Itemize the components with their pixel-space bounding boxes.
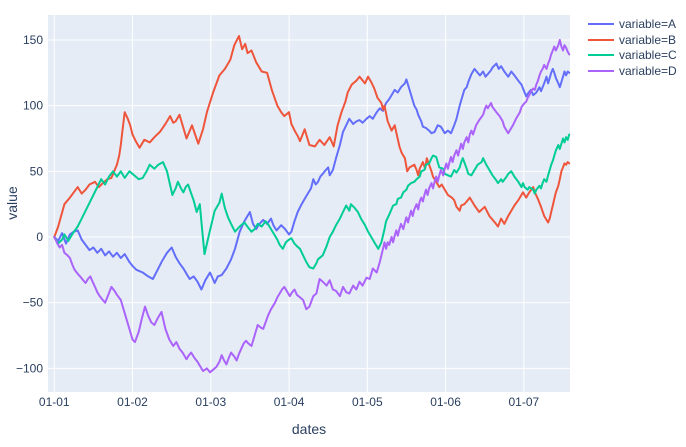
- y-axis-title: value: [4, 186, 20, 220]
- x-tick-label: 01-03: [195, 395, 226, 409]
- legend-line-swatch: [588, 54, 614, 57]
- y-tick-label: −50: [23, 296, 44, 310]
- legend-item-a[interactable]: variable=A: [588, 16, 677, 32]
- legend-line-swatch: [588, 38, 614, 41]
- y-tick-label: 100: [23, 99, 43, 113]
- legend-item-c[interactable]: variable=C: [588, 47, 677, 63]
- legend-label: variable=A: [619, 16, 677, 31]
- x-tick-label: 01-04: [274, 395, 305, 409]
- x-tick-label: 01-06: [430, 395, 461, 409]
- series-lines: [53, 35, 571, 374]
- legend-item-d[interactable]: variable=D: [588, 63, 677, 79]
- legend-item-b[interactable]: variable=B: [588, 32, 677, 48]
- y-tick-label: 150: [23, 33, 43, 47]
- x-tick-label: 01-02: [117, 395, 148, 409]
- y-tick-label: 0: [36, 230, 43, 244]
- x-tick-labels: 01-01 01-02 01-03 01-04 01-05 01-06 01-07: [39, 395, 540, 409]
- series-line-b[interactable]: [53, 35, 571, 238]
- series-line-c[interactable]: [53, 133, 571, 270]
- series-line-a[interactable]: [53, 62, 571, 291]
- y-tick-label: 50: [30, 164, 44, 178]
- x-tick-label: 01-07: [508, 395, 539, 409]
- legend-label: variable=B: [619, 32, 677, 47]
- legend-line-swatch: [588, 22, 614, 25]
- y-tick-labels: −100 −50 0 50 100 150: [16, 33, 43, 375]
- x-tick-label: 01-05: [352, 395, 383, 409]
- gridlines: [48, 15, 570, 392]
- series-line-d[interactable]: [53, 39, 571, 374]
- y-tick-label: −100: [16, 361, 43, 375]
- plot-area[interactable]: [48, 15, 570, 392]
- legend-label: variable=C: [619, 48, 677, 63]
- legend-line-swatch: [588, 69, 614, 72]
- legend-label: variable=D: [619, 63, 677, 78]
- legend: variable=A variable=B variable=C variable=D: [588, 16, 677, 79]
- x-tick-label: 01-01: [39, 395, 70, 409]
- x-axis-title: dates: [292, 421, 326, 437]
